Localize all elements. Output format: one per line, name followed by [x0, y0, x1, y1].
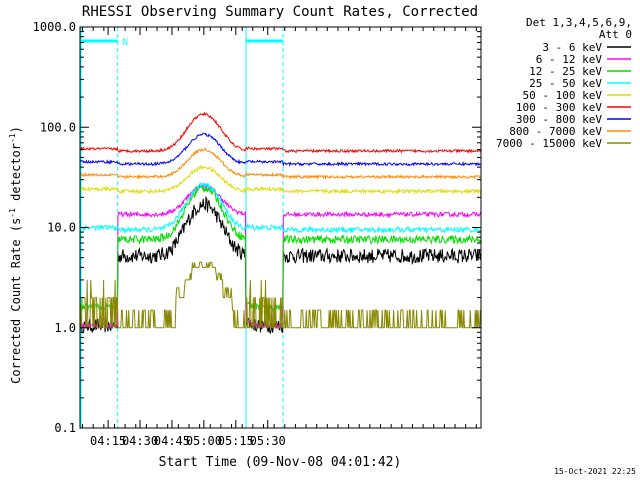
x-tick-label-4: 05:15 [218, 434, 254, 448]
axes: 0.1 1.0 10.0 100.0 1000.0 04:1504:3004:4505:0… [33, 20, 482, 448]
legend-header-attenuator: Att 0 [599, 28, 632, 41]
y-axis-label-sup2: -1 [8, 133, 17, 143]
y-axis-label-main: Corrected Count Rate (s [9, 218, 23, 384]
legend-label-1: 6 - 12 keV [536, 53, 603, 66]
series-line-1 [79, 182, 482, 330]
y-tick-label-2: 10.0 [47, 221, 76, 235]
y-axis-label-end: ) [9, 126, 23, 133]
series-line-4 [79, 165, 482, 195]
series-line-6 [79, 132, 482, 167]
series-line-2 [79, 185, 482, 313]
x-tick-label-2: 04:45 [154, 434, 190, 448]
legend-label-3: 25 - 50 keV [529, 77, 602, 90]
y-tick-label-4: 1000.0 [33, 20, 76, 34]
legend-label-0: 3 - 6 keV [542, 41, 602, 54]
legend-label-6: 300 - 800 keV [516, 113, 602, 126]
legend-label-7: 800 - 7000 keV [509, 125, 602, 138]
y-axis-label: Corrected Count Rate (s-1 detector-1) [8, 126, 23, 384]
legend-label-4: 50 - 100 keV [523, 89, 603, 102]
legend-label-2: 12 - 25 keV [529, 65, 602, 78]
x-tick-label-3: 05:00 [186, 434, 222, 448]
x-axis-label: Start Time (09-Nov-08 04:01:42) [159, 455, 402, 470]
plot-area: N [79, 27, 482, 428]
series-line-8 [79, 261, 482, 329]
y-axis-label-sup1: -1 [8, 208, 17, 218]
chart-title: RHESSI Observing Summary Count Rates, Co… [82, 4, 478, 20]
y-tick-label-1: 1.0 [54, 321, 76, 335]
series-line-5 [79, 111, 482, 154]
x-tick-label-5: 05:30 [250, 434, 286, 448]
legend-label-5: 100 - 300 keV [516, 101, 602, 114]
legend-label-8: 7000 - 15000 keV [496, 137, 602, 150]
x-tick-label-1: 04:30 [122, 434, 158, 448]
y-tick-label-3: 100.0 [40, 120, 76, 134]
footer-timestamp: 15-Oct-2021 22:25 [554, 467, 636, 476]
night-label: N [123, 38, 128, 48]
y-axis-label-mid: detector [9, 143, 23, 208]
legend-header-detectors: Det 1,3,4,5,6,9, [526, 16, 632, 29]
y-tick-label-0: 0.1 [54, 421, 76, 435]
x-tick-label-0: 04:15 [90, 434, 126, 448]
series-line-3 [79, 181, 482, 235]
series-line-7 [80, 147, 482, 180]
